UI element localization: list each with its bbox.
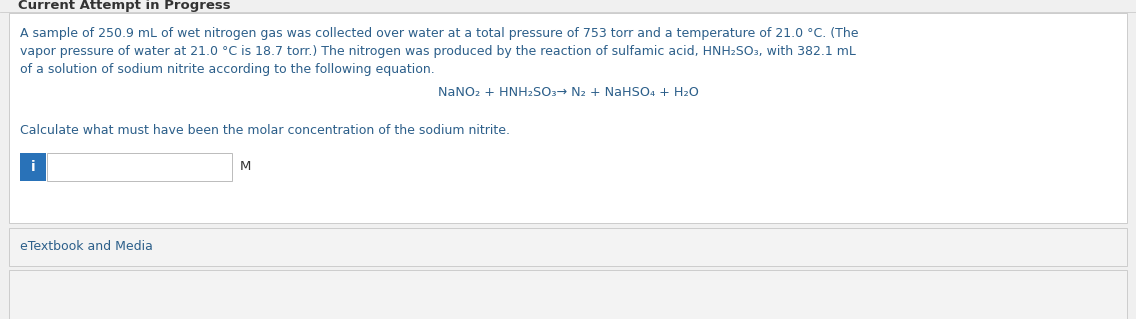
FancyBboxPatch shape <box>0 0 1136 12</box>
FancyBboxPatch shape <box>9 228 1127 266</box>
FancyBboxPatch shape <box>20 153 45 181</box>
Text: NaNO₂ + HNH₂SO₃→ N₂ + NaHSO₄ + H₂O: NaNO₂ + HNH₂SO₃→ N₂ + NaHSO₄ + H₂O <box>437 85 699 99</box>
Text: of a solution of sodium nitrite according to the following equation.: of a solution of sodium nitrite accordin… <box>20 63 435 77</box>
Text: A sample of 250.9 mL of wet nitrogen gas was collected over water at a total pre: A sample of 250.9 mL of wet nitrogen gas… <box>20 27 859 41</box>
FancyBboxPatch shape <box>47 153 232 181</box>
Text: eTextbook and Media: eTextbook and Media <box>20 241 153 254</box>
Text: M: M <box>240 160 251 174</box>
FancyBboxPatch shape <box>9 270 1127 319</box>
Text: vapor pressure of water at 21.0 °C is 18.7 torr.) The nitrogen was produced by t: vapor pressure of water at 21.0 °C is 18… <box>20 46 855 58</box>
Text: Current Attempt in Progress: Current Attempt in Progress <box>18 0 231 11</box>
FancyBboxPatch shape <box>9 13 1127 223</box>
Text: i: i <box>31 160 35 174</box>
Text: Calculate what must have been the molar concentration of the sodium nitrite.: Calculate what must have been the molar … <box>20 123 510 137</box>
